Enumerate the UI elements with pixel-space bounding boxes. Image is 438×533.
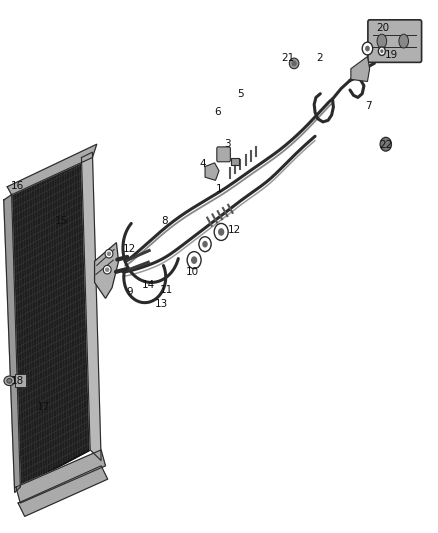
- Polygon shape: [7, 144, 97, 195]
- Ellipse shape: [399, 34, 409, 48]
- Ellipse shape: [107, 252, 110, 255]
- Polygon shape: [4, 195, 20, 492]
- Polygon shape: [95, 243, 119, 298]
- Circle shape: [202, 241, 208, 247]
- Text: 6: 6: [214, 107, 221, 117]
- Circle shape: [214, 223, 228, 240]
- Text: 12: 12: [123, 245, 136, 254]
- Circle shape: [380, 138, 392, 151]
- Text: 19: 19: [385, 50, 398, 60]
- Text: 11: 11: [160, 286, 173, 295]
- Polygon shape: [205, 163, 219, 180]
- Ellipse shape: [289, 58, 299, 69]
- Text: 10: 10: [186, 267, 199, 277]
- Text: 2: 2: [316, 53, 323, 63]
- Circle shape: [191, 256, 197, 264]
- Text: 21: 21: [281, 53, 295, 63]
- Text: 22: 22: [379, 140, 392, 150]
- Polygon shape: [351, 56, 370, 82]
- Circle shape: [187, 252, 201, 269]
- Polygon shape: [81, 152, 101, 461]
- Text: 17: 17: [37, 402, 50, 413]
- Text: 1: 1: [215, 184, 223, 195]
- Circle shape: [365, 46, 370, 51]
- Text: 20: 20: [376, 23, 389, 34]
- Text: 4: 4: [199, 159, 206, 169]
- Text: 16: 16: [11, 181, 24, 191]
- FancyBboxPatch shape: [368, 20, 422, 62]
- Text: 7: 7: [365, 101, 371, 111]
- Text: 18: 18: [11, 376, 24, 386]
- Ellipse shape: [105, 249, 113, 258]
- Circle shape: [218, 228, 224, 236]
- Text: 5: 5: [237, 88, 244, 99]
- Text: 3: 3: [224, 139, 231, 149]
- Ellipse shape: [7, 378, 12, 383]
- Bar: [14, 374, 25, 387]
- Text: 14: 14: [141, 280, 155, 290]
- Polygon shape: [12, 158, 90, 487]
- FancyBboxPatch shape: [217, 147, 230, 162]
- Text: 12: 12: [228, 225, 241, 236]
- Polygon shape: [16, 450, 106, 503]
- Ellipse shape: [4, 376, 15, 385]
- Text: 15: 15: [54, 216, 67, 227]
- Ellipse shape: [377, 34, 387, 48]
- Bar: [231, 158, 239, 165]
- Circle shape: [199, 237, 211, 252]
- Circle shape: [378, 47, 385, 55]
- Ellipse shape: [106, 268, 109, 271]
- Ellipse shape: [292, 61, 296, 66]
- Text: 9: 9: [127, 287, 133, 297]
- Circle shape: [362, 42, 373, 55]
- Circle shape: [380, 49, 383, 53]
- Ellipse shape: [103, 265, 111, 274]
- Text: 13: 13: [155, 298, 168, 309]
- Text: 8: 8: [161, 216, 168, 227]
- Polygon shape: [18, 466, 108, 516]
